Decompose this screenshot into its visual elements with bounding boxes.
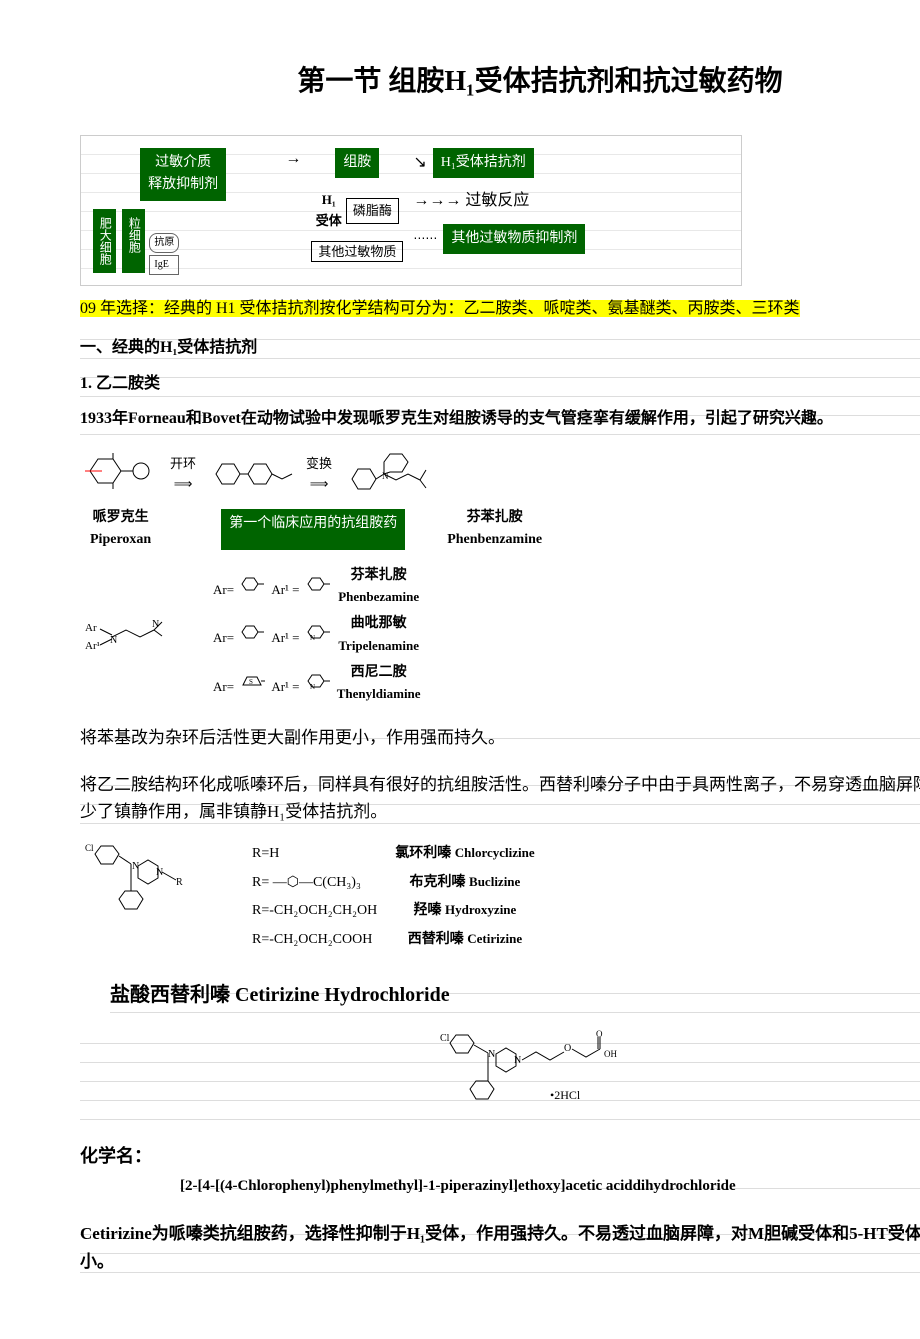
open-ring-label: 开环 xyxy=(170,454,196,475)
final-paragraph: Cetirizine为哌嗪类抗组胺药，选择性抑制于H₁受体，作用强持久。不易透过… xyxy=(80,1216,920,1278)
svg-text:N: N xyxy=(310,683,315,691)
r-row: R=-CH₂OCH₂COOH西替利嗪 Cetirizine xyxy=(252,927,551,953)
paragraph-3: 将乙二胺结构环化成哌嗪环后，同样具有很好的抗组胺活性。西替利嗪分子中由于具两性离… xyxy=(80,767,920,829)
chem-name-label: 化学名： xyxy=(80,1142,920,1171)
allergy-label: 过敏反应 xyxy=(465,188,529,214)
piperazine-scaffold: Cl N N R xyxy=(80,839,220,929)
svg-text:N: N xyxy=(110,635,117,646)
histamine-box: 组胺 xyxy=(335,148,379,178)
page-title: 第一节 组胺H₁受体拮抗剂和抗过敏药物 xyxy=(80,60,920,105)
chem-name: [2-[4-[(4-Chlorophenyl)phenylmethyl]-1-p… xyxy=(180,1170,920,1202)
paragraph-2: 将苯基改为杂环后活性更大副作用更小，作用强而持久。 xyxy=(80,720,920,755)
arrow-icon: → xyxy=(281,146,305,172)
svg-text:S: S xyxy=(249,678,253,686)
r-row: R= —⬡—C(CH₃)₃布克利嗪 Buclizine xyxy=(252,870,551,896)
svg-text:•2HCl: •2HCl xyxy=(550,1088,581,1102)
development-diagram: 开环 ⟹ 变换 ⟹ N 哌罗克生 Piperoxan 第一个临床应用的抗组胺药 … xyxy=(80,446,920,552)
cetirizine-structure-block: Cl N N O O OH •2HCl xyxy=(80,1025,920,1132)
svg-text:N: N xyxy=(488,1049,495,1060)
mechanism-diagram: 过敏介质 释放抑制剂 肥大细胞 粒细胞 抗原 IgE → 组胺 H₁受体 磷脂酶… xyxy=(80,135,742,286)
section-1-title: 一、经典的H₁受体拮抗剂 xyxy=(80,335,920,361)
svg-text:Cl: Cl xyxy=(85,843,94,853)
other-sub-label: 其他过敏物质 xyxy=(311,241,403,262)
svg-text:N: N xyxy=(382,471,389,481)
mast-box: 肥大细胞 xyxy=(93,209,116,273)
svg-text:N: N xyxy=(310,634,315,642)
transform-label: 变换 xyxy=(306,454,332,475)
arrow-icon: ⟹ xyxy=(170,474,196,495)
phenbenzamine-cn: 芬苯扎胺 xyxy=(447,507,542,529)
svg-text:R: R xyxy=(176,877,183,888)
arrow-icon: ⋯⋯ xyxy=(409,229,441,248)
arrow-icon: →→→ xyxy=(409,188,465,214)
svg-text:N: N xyxy=(514,1055,521,1066)
r-row: R=-CH₂OCH₂CH₂OH羟嗪 Hydroxyzine xyxy=(252,898,551,924)
highlighted-note: 09 年选择：经典的 H1 受体拮抗剂按化学结构可分为：乙二胺类、哌啶类、氨基醚… xyxy=(80,300,800,317)
ar-substitution-diagram: Ar Ar¹ N N Ar= Ar¹ = 芬苯扎胺Phenbezamine Ar… xyxy=(80,562,920,710)
gran-box: 粒细胞 xyxy=(122,209,145,273)
antigen-label: 抗原 xyxy=(149,233,179,253)
svg-text:Ar: Ar xyxy=(85,622,97,634)
r-substitution-diagram: Cl N N R R=H氯环利嗪 Chlorcyclizine R= —⬡—C(… xyxy=(80,839,920,955)
arrow-icon: ↘ xyxy=(409,150,430,176)
svg-text:Cl: Cl xyxy=(440,1033,450,1044)
piperoxan-structure xyxy=(80,446,160,496)
svg-text:O: O xyxy=(596,1029,603,1039)
cetirizine-structure: Cl N N O O OH •2HCl xyxy=(380,1029,700,1119)
piperoxan-en: Piperoxan xyxy=(90,529,151,551)
ar-row: Ar= S Ar¹ = N 西尼二胺Thenyldiamine xyxy=(212,661,422,708)
h1-antag-box: H₁受体拮抗剂 xyxy=(433,148,534,178)
ple-label: 磷脂酶 xyxy=(346,198,399,225)
intro-paragraph: 1933年Forneau和Bovet在动物试验中发现哌罗克生对组胺诱导的支气管痉… xyxy=(80,406,920,432)
cetirizine-title: 盐酸西替利嗪 Cetirizine Hydrochloride xyxy=(110,975,920,1015)
svg-text:OH: OH xyxy=(604,1049,617,1059)
section-1-sub: 1. 乙二胺类 xyxy=(80,371,920,397)
h1-receptor-label: H₁受体 xyxy=(316,190,342,232)
general-structure: Ar Ar¹ N N xyxy=(80,601,190,671)
arrow-icon: ⟹ xyxy=(306,474,332,495)
svg-text:Ar¹: Ar¹ xyxy=(85,640,100,652)
phenbenzamine-structure: N xyxy=(342,449,442,499)
ar-row: Ar= Ar¹ = N 曲吡那敏Tripelenamine xyxy=(212,612,422,659)
ige-label: IgE xyxy=(149,255,179,275)
intermediate-structure-1 xyxy=(206,449,296,499)
svg-text:O: O xyxy=(564,1043,571,1054)
other-inh-box: 其他过敏物质抑制剂 xyxy=(443,224,585,254)
r-row: R=H氯环利嗪 Chlorcyclizine xyxy=(252,841,551,867)
inhibitor-box: 过敏介质 释放抑制剂 xyxy=(140,148,226,201)
first-clinical-box: 第一个临床应用的抗组胺药 xyxy=(221,509,405,550)
ar-row: Ar= Ar¹ = 芬苯扎胺Phenbezamine xyxy=(212,564,422,611)
phenbenzamine-en: Phenbenzamine xyxy=(447,529,542,551)
piperoxan-cn: 哌罗克生 xyxy=(90,507,151,529)
